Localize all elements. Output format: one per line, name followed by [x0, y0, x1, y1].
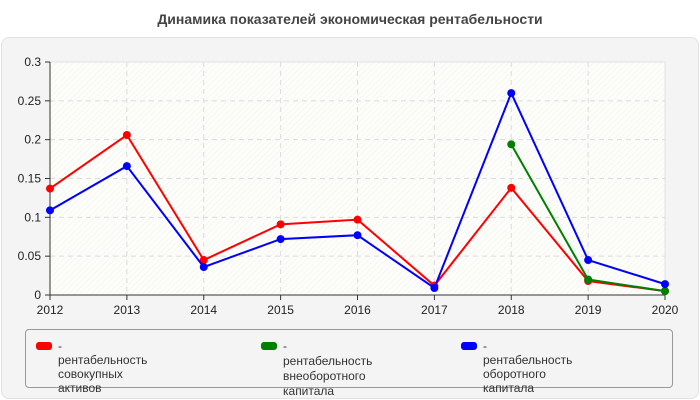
plot-area: 0 0.05 0.1 0.15 0.2 0.25 0.3 2012 2013 2014 2015 20… [18, 55, 679, 317]
data-point[interactable] [507, 89, 516, 98]
data-point[interactable] [122, 131, 131, 140]
series-008000 [507, 140, 669, 296]
y-tick-label: 0 [34, 288, 41, 302]
x-tick-label: 2020 [652, 303, 679, 317]
x-tick-label: 2016 [344, 303, 371, 317]
data-point[interactable] [661, 287, 669, 296]
x-tick-label: 2014 [190, 303, 217, 317]
y-tick-label: 0.15 [18, 172, 42, 186]
legend-swatch-green [261, 342, 277, 350]
x-tick-label: 2013 [114, 303, 141, 317]
chart-title: Динамика показателей экономическая рента… [157, 11, 543, 27]
data-point[interactable] [46, 184, 54, 193]
data-point[interactable] [584, 275, 593, 284]
data-point[interactable] [353, 231, 362, 240]
data-point[interactable] [584, 256, 593, 265]
data-point[interactable] [507, 183, 516, 192]
x-tick-label: 2018 [498, 303, 525, 317]
data-point[interactable] [430, 284, 439, 293]
data-point[interactable] [507, 140, 516, 149]
series-lines [46, 89, 669, 296]
y-tick-label: 0.3 [24, 55, 41, 69]
data-point[interactable] [199, 256, 208, 265]
data-point[interactable] [276, 235, 285, 244]
data-point[interactable] [353, 215, 362, 224]
y-tick-label: 0.05 [18, 249, 42, 263]
x-tick-label: 2015 [267, 303, 294, 317]
data-point[interactable] [122, 162, 131, 171]
legend-swatch-blue [461, 342, 477, 350]
series-0000ff [46, 89, 669, 293]
legend: - рентабельность совокупных активов - ре… [25, 329, 673, 398]
legend-label: - рентабельность совокупных активов [58, 339, 148, 395]
data-point[interactable] [199, 263, 208, 272]
x-tick-label: 2019 [575, 303, 602, 317]
x-tick-label: 2012 [37, 303, 64, 317]
y-tick-label: 0.25 [18, 94, 42, 108]
y-tick-label: 0.2 [24, 133, 41, 147]
data-point[interactable] [661, 280, 669, 289]
x-tick-label: 2017 [421, 303, 448, 317]
legend-label: - рентабельность внеоборотного капитала [283, 339, 373, 398]
y-tick-label: 0.1 [24, 210, 41, 224]
axes: 0 0.05 0.1 0.15 0.2 0.25 0.3 2012 2013 2014 2015 20… [18, 55, 679, 317]
data-point[interactable] [46, 206, 54, 215]
legend-swatch-red [36, 342, 52, 350]
data-point[interactable] [276, 220, 285, 229]
legend-label: - рентабельность оборотного капитала [483, 339, 573, 395]
